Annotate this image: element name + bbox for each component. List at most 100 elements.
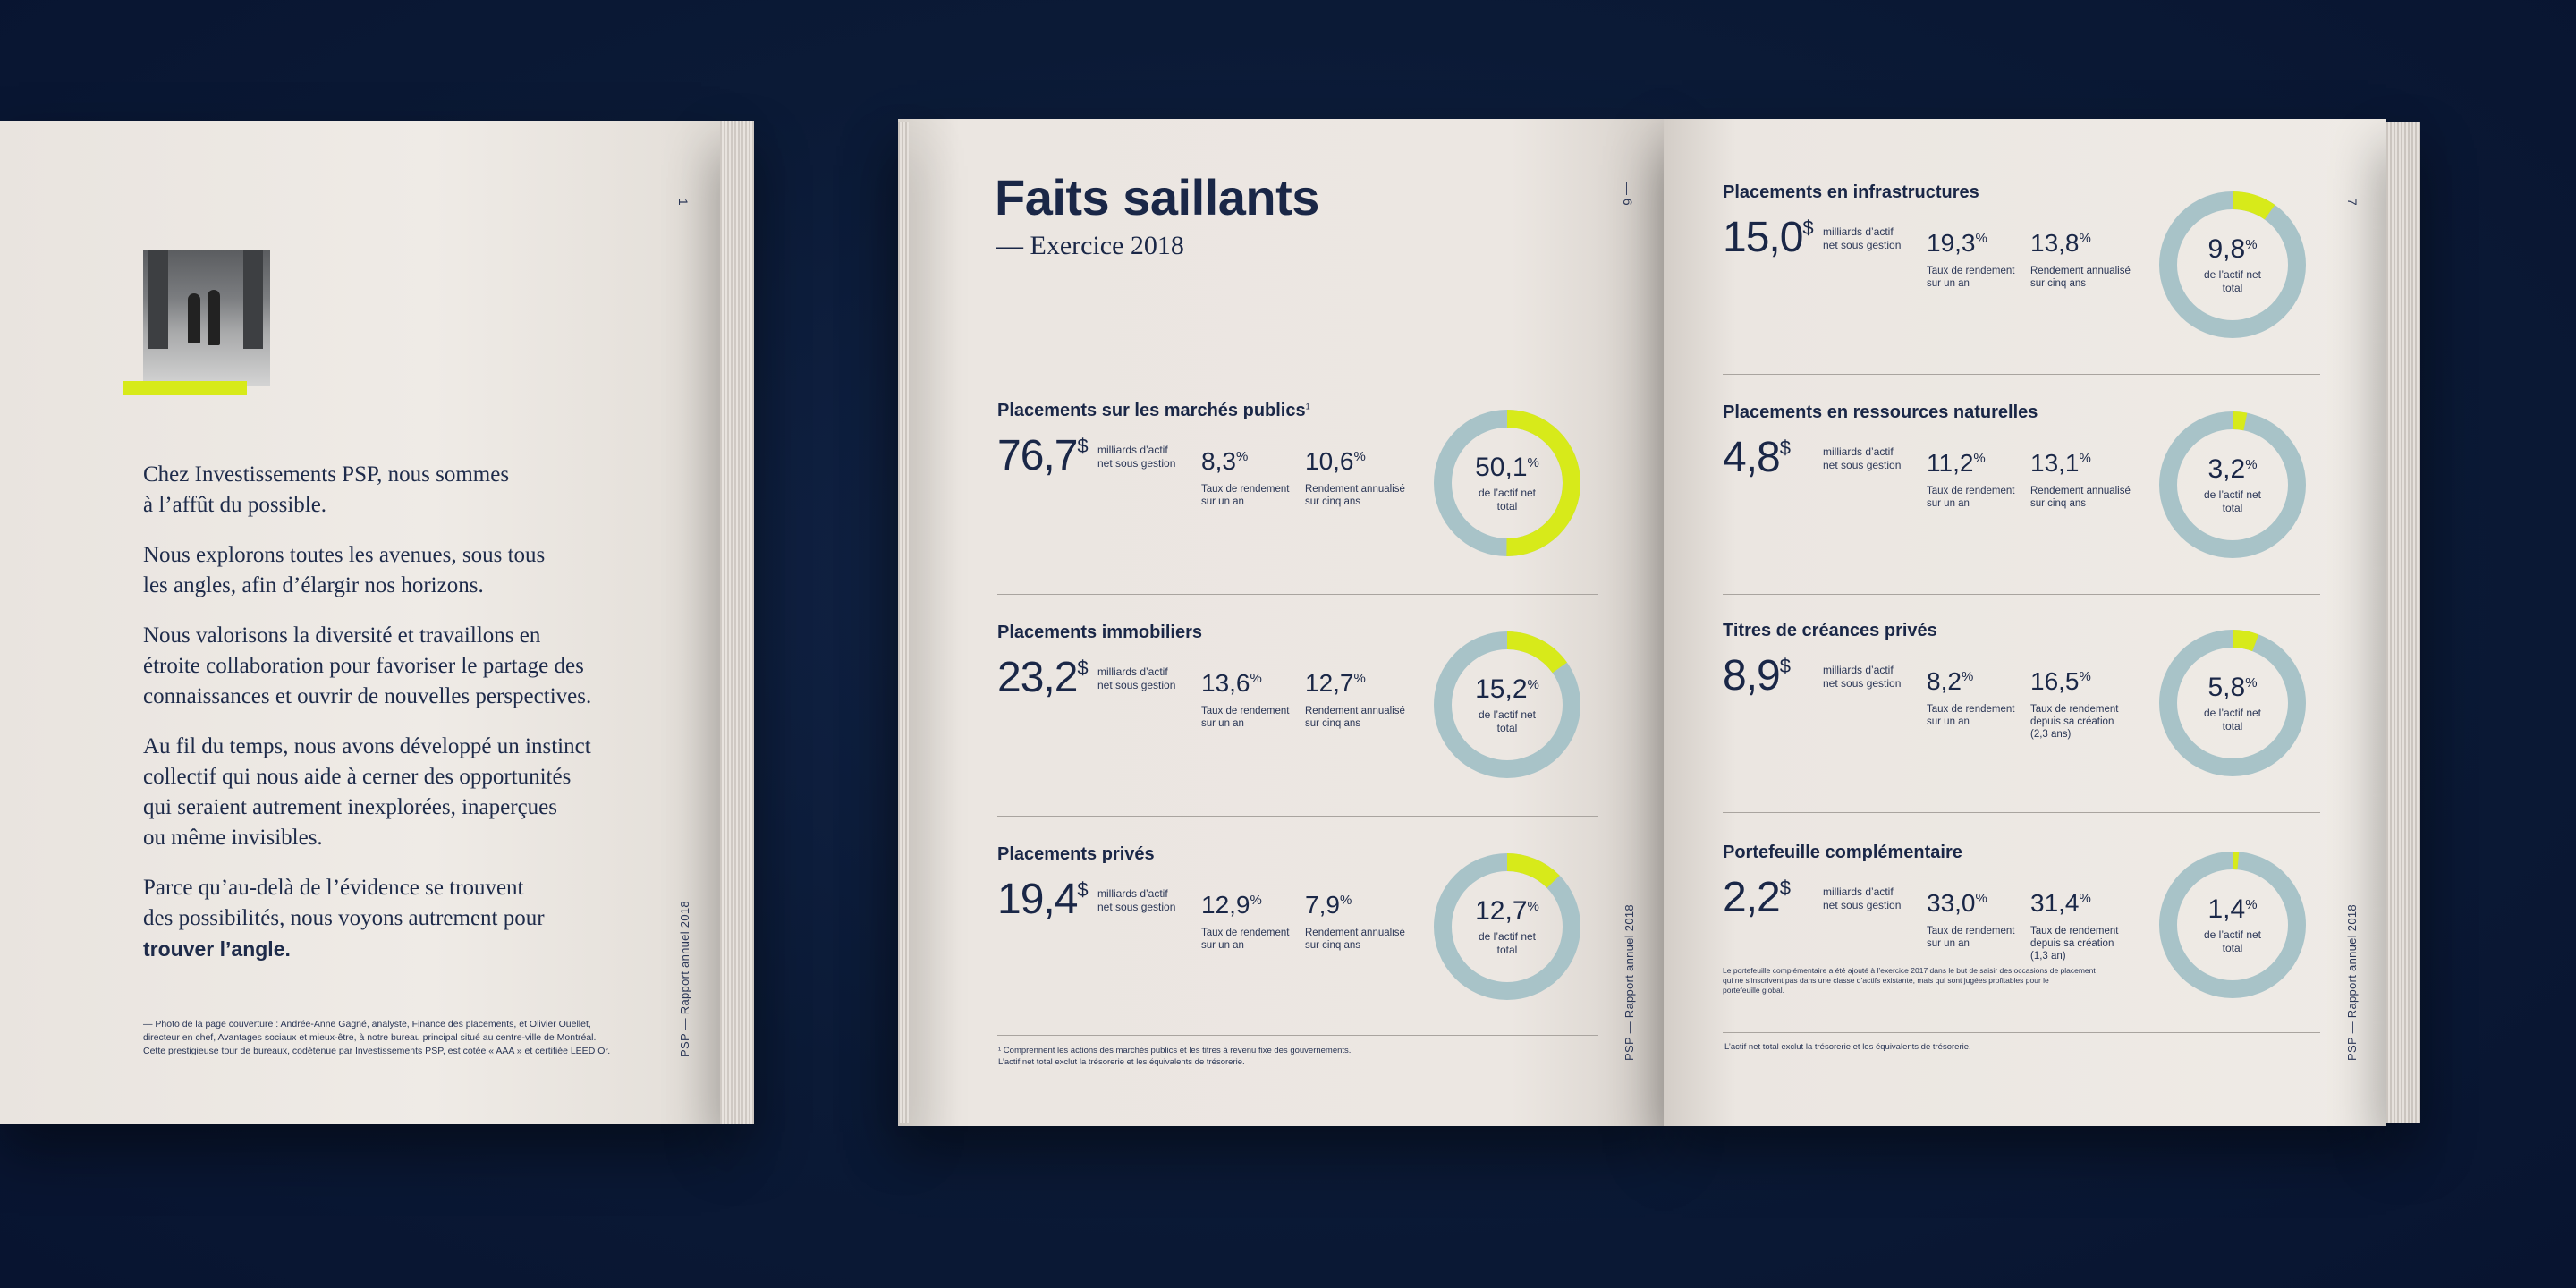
- percent-sign: %: [2079, 451, 2091, 466]
- intro-text: Chez Investissements PSP, nous sommes à l…: [143, 460, 644, 985]
- one-year-return: 8,3%: [1201, 447, 1248, 476]
- share-number: 12,7: [1475, 896, 1528, 926]
- aum-label: milliards d’actif net sous gestion: [1823, 886, 1902, 911]
- long-term-return-label: Rendement annualisé sur cinq ans: [2030, 266, 2131, 289]
- percent-sign: %: [1527, 455, 1539, 470]
- section-divider: [1723, 374, 2320, 375]
- donut-share-arc: [1434, 631, 1580, 778]
- share-value: 50,1%: [1458, 453, 1556, 483]
- share-label: de l’actif net total: [1478, 487, 1537, 513]
- long-term-return-label: Rendement annualisé sur cinq ans: [1305, 706, 1405, 729]
- one-year-return-value: 19,3: [1927, 229, 1976, 257]
- percent-sign: %: [1527, 899, 1539, 914]
- share-donut: [2159, 411, 2306, 558]
- accent-bar: [123, 381, 247, 395]
- section-heading: Titres de créances privés: [1723, 621, 1937, 640]
- page-title: Faits saillants: [995, 169, 1319, 225]
- share-number: 9,8: [2207, 234, 2246, 264]
- share-number: 1,4: [2207, 894, 2246, 924]
- percent-sign: %: [1975, 231, 1987, 246]
- percent-sign: %: [1353, 449, 1366, 464]
- long-term-return-label: Rendement annualisé sur cinq ans: [2030, 486, 2131, 509]
- share-value: 5,8%: [2183, 673, 2282, 703]
- page-subtitle: — Exercice 2018: [996, 231, 1184, 260]
- one-year-return-label: Taux de rendement sur un an: [1201, 706, 1290, 729]
- spread-right-page: [1664, 119, 2386, 1126]
- percent-sign: %: [2245, 675, 2258, 691]
- running-footer-7: PSP — Rapport annuel 2018: [2345, 904, 2359, 1061]
- running-footer-6: PSP — Rapport annuel 2018: [1623, 904, 1636, 1061]
- aum-value: 8,9$: [1723, 651, 1791, 700]
- aum-label: milliards d’actif net sous gestion: [1823, 664, 1902, 690]
- footnote-ref: 1: [1305, 402, 1310, 411]
- one-year-return: 13,6%: [1201, 669, 1262, 698]
- share-donut: [2159, 630, 2306, 776]
- percent-sign: %: [1961, 669, 1974, 684]
- aum-value: 19,4$: [997, 875, 1089, 924]
- percent-sign: %: [1353, 671, 1366, 686]
- left-page-edge: [720, 121, 754, 1124]
- share-value: 12,7%: [1458, 896, 1556, 927]
- one-year-return-value: 11,2: [1927, 449, 1974, 477]
- percent-sign: %: [2245, 897, 2258, 912]
- aum-label: milliards d’actif net sous gestion: [1097, 887, 1176, 913]
- one-year-return-value: 12,9: [1201, 891, 1250, 919]
- section-heading: Placements en ressources naturelles: [1723, 402, 2038, 422]
- one-year-return-label: Taux de rendement sur un an: [1927, 486, 2015, 509]
- one-year-return-label: Taux de rendement sur un an: [1927, 704, 2015, 727]
- share-donut: [2159, 191, 2306, 338]
- share-value: 3,2%: [2183, 454, 2282, 485]
- one-year-return-label: Taux de rendement sur un an: [1927, 266, 2015, 289]
- share-donut: [2159, 852, 2306, 998]
- percent-sign: %: [1339, 893, 1352, 908]
- long-term-return-value: 31,4: [2030, 889, 2080, 917]
- aum-number: 23,2: [997, 654, 1078, 701]
- share-label: de l’actif net total: [2203, 707, 2262, 733]
- aum-number: 15,0: [1723, 214, 1803, 261]
- share-donut: [1434, 853, 1580, 1000]
- footnotes-left: ¹ Comprennent les actions des marchés pu…: [998, 1046, 1352, 1067]
- one-year-return-label: Taux de rendement sur un an: [1927, 926, 2015, 949]
- portfolio-note: Le portefeuille complémentaire a été ajo…: [1723, 966, 2096, 995]
- intro-paragraph: Au fil du temps, nous avons développé un…: [143, 734, 591, 850]
- long-term-return: 7,9%: [1305, 891, 1352, 919]
- percent-sign: %: [1250, 893, 1262, 908]
- one-year-return-label: Taux de rendement sur un an: [1201, 484, 1290, 507]
- share-value: 9,8%: [2183, 234, 2282, 265]
- one-year-return-value: 8,2: [1927, 667, 1962, 695]
- section-divider: [1723, 1032, 2320, 1033]
- intro-paragraph: Chez Investissements PSP, nous sommes à l…: [143, 462, 510, 517]
- aum-unit: $: [1077, 878, 1089, 901]
- section-divider: [997, 816, 1598, 817]
- section-divider: [1723, 812, 2320, 813]
- one-year-return-value: 8,3: [1201, 447, 1236, 475]
- aum-unit: $: [1779, 436, 1791, 459]
- one-year-return: 33,0%: [1927, 889, 1987, 918]
- one-year-return: 12,9%: [1201, 891, 1262, 919]
- percent-sign: %: [1527, 677, 1539, 692]
- aum-unit: $: [1077, 435, 1089, 457]
- share-label: de l’actif net total: [1478, 708, 1537, 734]
- one-year-return: 8,2%: [1927, 667, 1973, 696]
- percent-sign: %: [1235, 449, 1249, 464]
- one-year-return-label: Taux de rendement sur un an: [1201, 928, 1290, 951]
- section-heading: Placements sur les marchés publics1: [997, 401, 1310, 420]
- aum-number: 2,2: [1723, 874, 1781, 921]
- spread-right-edge: [2386, 122, 2420, 1123]
- share-number: 3,2: [2207, 454, 2246, 484]
- share-label: de l’actif net total: [1478, 930, 1537, 956]
- donut-track: [2159, 852, 2306, 998]
- aum-unit: $: [1077, 657, 1089, 679]
- donut-share-arc: [2159, 852, 2306, 998]
- section-divider: [997, 1035, 1598, 1036]
- aum-unit: $: [1779, 877, 1791, 899]
- one-year-return: 19,3%: [1927, 229, 1987, 258]
- long-term-return: 31,4%: [2030, 889, 2091, 918]
- intro-paragraph: Nous explorons toutes les avenues, sous …: [143, 543, 546, 597]
- left-page: [0, 121, 720, 1124]
- percent-sign: %: [2079, 669, 2091, 684]
- percent-sign: %: [2079, 231, 2091, 246]
- section-divider: [1723, 594, 2320, 595]
- long-term-return-label: Taux de rendement depuis sa création (2,3 …: [2030, 704, 2119, 740]
- share-value: 15,2%: [1458, 674, 1556, 705]
